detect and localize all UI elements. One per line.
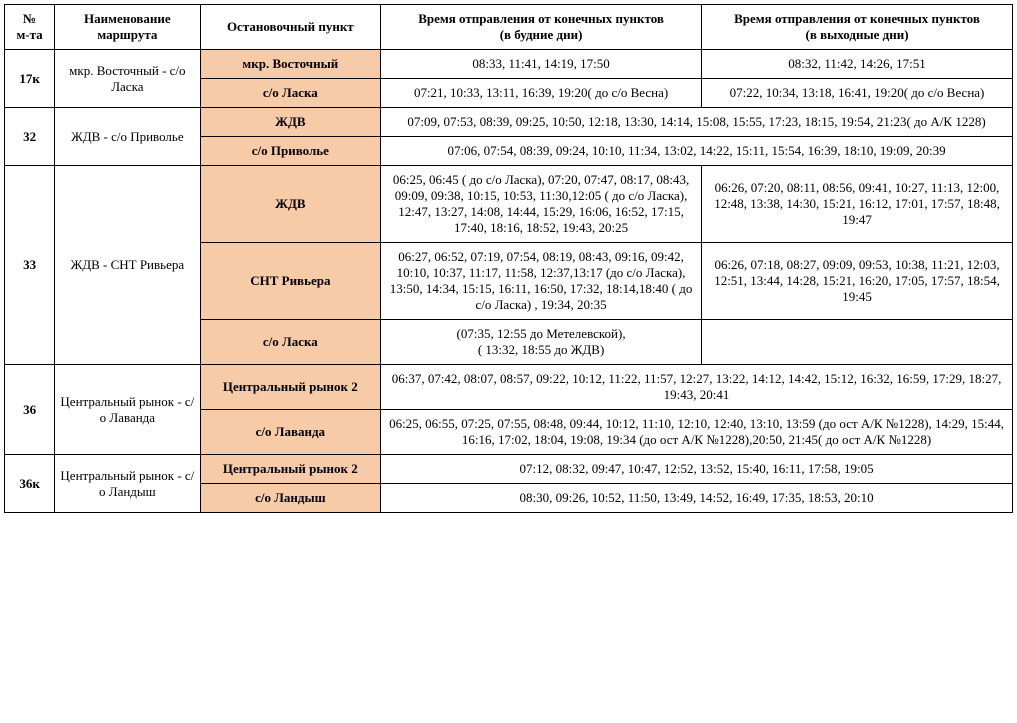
route-name: Центральный рынок - с/о Лаванда	[55, 365, 200, 455]
times-weekday: 06:27, 06:52, 07:19, 07:54, 08:19, 08:43…	[381, 243, 702, 320]
route-number: 36	[5, 365, 55, 455]
times-weekend: 07:22, 10:34, 13:18, 16:41, 19:20( до с/…	[702, 79, 1013, 108]
route-number: 36к	[5, 455, 55, 513]
route-name: Центральный рынок - с/о Ландыш	[55, 455, 200, 513]
header-route-number: № м-та	[5, 5, 55, 50]
times-both: 07:06, 07:54, 08:39, 09:24, 10:10, 11:34…	[381, 137, 1013, 166]
header-weekday: Время отправления от конечных пунктов (в…	[381, 5, 702, 50]
times-weekday: 06:25, 06:45 ( до с/о Ласка), 07:20, 07:…	[381, 166, 702, 243]
stop-name: ЖДВ	[200, 108, 381, 137]
stop-name: с/о Ласка	[200, 79, 381, 108]
header-stop: Остановочный пункт	[200, 5, 381, 50]
times-both: 06:37, 07:42, 08:07, 08:57, 09:22, 10:12…	[381, 365, 1013, 410]
table-row: 32 ЖДВ - с/о Приволье ЖДВ 07:09, 07:53, …	[5, 108, 1013, 137]
route-number: 33	[5, 166, 55, 365]
route-name: ЖДВ - с/о Приволье	[55, 108, 200, 166]
times-weekday: 07:21, 10:33, 13:11, 16:39, 19:20( до с/…	[381, 79, 702, 108]
stop-name: мкр. Восточный	[200, 50, 381, 79]
stop-name: СНТ Ривьера	[200, 243, 381, 320]
times-both: 06:25, 06:55, 07:25, 07:55, 08:48, 09:44…	[381, 410, 1013, 455]
stop-name: Центральный рынок 2	[200, 455, 381, 484]
times-weekend: 06:26, 07:20, 08:11, 08:56, 09:41, 10:27…	[702, 166, 1013, 243]
table-row: 17к мкр. Восточный - с/о Ласка мкр. Вост…	[5, 50, 1013, 79]
route-name: мкр. Восточный - с/о Ласка	[55, 50, 200, 108]
route-number: 32	[5, 108, 55, 166]
times-both: 08:30, 09:26, 10:52, 11:50, 13:49, 14:52…	[381, 484, 1013, 513]
stop-name: с/о Ласка	[200, 320, 381, 365]
stop-name: с/о Лаванда	[200, 410, 381, 455]
times-weekday: 08:33, 11:41, 14:19, 17:50	[381, 50, 702, 79]
route-name: ЖДВ - СНТ Ривьера	[55, 166, 200, 365]
times-weekend: 06:26, 07:18, 08:27, 09:09, 09:53, 10:38…	[702, 243, 1013, 320]
stop-name: с/о Ландыш	[200, 484, 381, 513]
times-weekday: (07:35, 12:55 до Метелевской), ( 13:32, …	[381, 320, 702, 365]
times-both: 07:12, 08:32, 09:47, 10:47, 12:52, 13:52…	[381, 455, 1013, 484]
table-row: 36 Центральный рынок - с/о Лаванда Центр…	[5, 365, 1013, 410]
header-weekend: Время отправления от конечных пунктов (в…	[702, 5, 1013, 50]
stop-name: ЖДВ	[200, 166, 381, 243]
header-row: № м-та Наименование маршрута Остановочны…	[5, 5, 1013, 50]
times-both: 07:09, 07:53, 08:39, 09:25, 10:50, 12:18…	[381, 108, 1013, 137]
schedule-table: № м-та Наименование маршрута Остановочны…	[4, 4, 1013, 513]
times-weekend	[702, 320, 1013, 365]
header-route-name: Наименование маршрута	[55, 5, 200, 50]
stop-name: Центральный рынок 2	[200, 365, 381, 410]
times-weekend: 08:32, 11:42, 14:26, 17:51	[702, 50, 1013, 79]
table-row: 36к Центральный рынок - с/о Ландыш Центр…	[5, 455, 1013, 484]
stop-name: с/о Приволье	[200, 137, 381, 166]
table-row: 33 ЖДВ - СНТ Ривьера ЖДВ 06:25, 06:45 ( …	[5, 166, 1013, 243]
route-number: 17к	[5, 50, 55, 108]
